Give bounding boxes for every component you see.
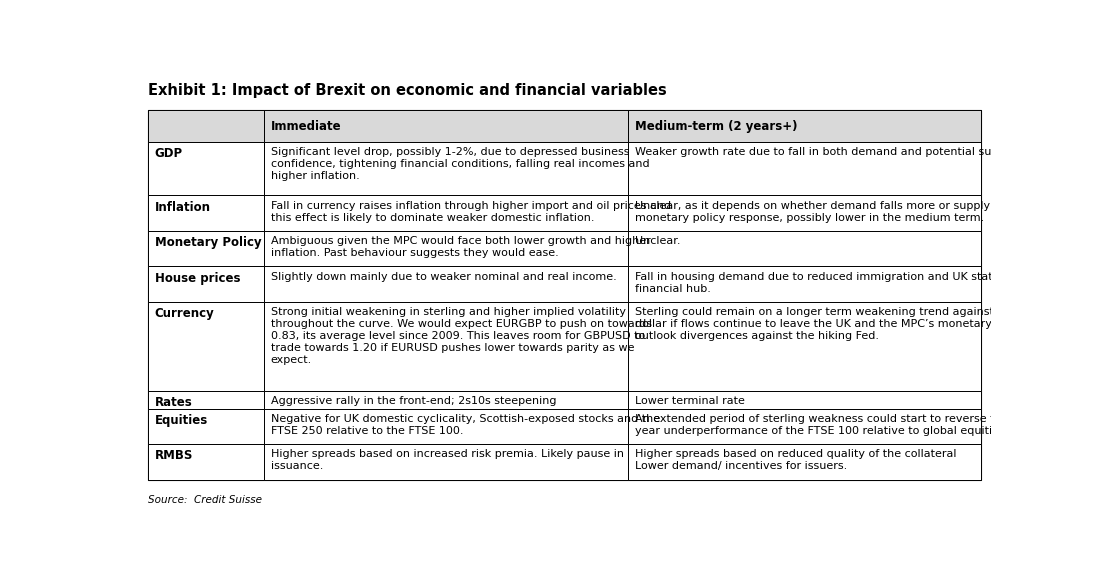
Text: Weaker growth rate due to fall in both demand and potential supply.: Weaker growth rate due to fall in both d… — [635, 147, 1017, 157]
Bar — [148, 110, 981, 480]
Text: Strong initial weakening in sterling and higher implied volatility
throughout th: Strong initial weakening in sterling and… — [271, 307, 652, 365]
Bar — [629, 302, 981, 391]
Text: Monetary Policy: Monetary Policy — [154, 236, 261, 249]
Bar — [148, 408, 264, 444]
Bar — [264, 391, 629, 408]
Bar — [629, 110, 981, 142]
Bar — [148, 195, 264, 231]
Text: House prices: House prices — [154, 272, 240, 284]
Bar — [264, 408, 629, 444]
Text: Lower terminal rate: Lower terminal rate — [635, 396, 745, 406]
Text: Slightly down mainly due to weaker nominal and real income.: Slightly down mainly due to weaker nomin… — [271, 272, 617, 282]
Text: Higher spreads based on increased risk premia. Likely pause in
issuance.: Higher spreads based on increased risk p… — [271, 449, 624, 471]
Bar — [148, 391, 264, 408]
Text: Sterling could remain on a longer term weakening trend against the US
dollar if : Sterling could remain on a longer term w… — [635, 307, 1035, 341]
Text: RMBS: RMBS — [154, 449, 193, 463]
Text: Unclear.: Unclear. — [635, 236, 680, 246]
Bar — [264, 142, 629, 195]
Bar — [148, 266, 264, 302]
Bar — [629, 444, 981, 480]
Text: Exhibit 1: Impact of Brexit on economic and financial variables: Exhibit 1: Impact of Brexit on economic … — [148, 83, 666, 98]
Text: An extended period of sterling weakness could start to reverse the multi-
year u: An extended period of sterling weakness … — [635, 414, 1045, 436]
Bar — [264, 444, 629, 480]
Text: Higher spreads based on reduced quality of the collateral
Lower demand/ incentiv: Higher spreads based on reduced quality … — [635, 449, 957, 471]
Text: Source:  Credit Suisse: Source: Credit Suisse — [148, 495, 262, 505]
Bar — [148, 444, 264, 480]
Text: Immediate: Immediate — [271, 119, 341, 132]
Bar — [264, 231, 629, 266]
Bar — [629, 231, 981, 266]
Text: Unclear, as it depends on whether demand falls more or supply and the
monetary p: Unclear, as it depends on whether demand… — [635, 200, 1037, 223]
Bar — [629, 391, 981, 408]
Text: Equities: Equities — [154, 414, 208, 427]
Text: Ambiguous given the MPC would face both lower growth and higher
inflation. Past : Ambiguous given the MPC would face both … — [271, 236, 651, 258]
Text: Negative for UK domestic cyclicality, Scottish-exposed stocks and the
FTSE 250 r: Negative for UK domestic cyclicality, Sc… — [271, 414, 659, 436]
Text: Currency: Currency — [154, 307, 215, 320]
Bar — [148, 142, 264, 195]
Text: GDP: GDP — [154, 147, 183, 160]
Bar — [148, 110, 264, 142]
Text: Medium-term (2 years+): Medium-term (2 years+) — [635, 119, 797, 132]
Bar — [264, 195, 629, 231]
Text: Aggressive rally in the front-end; 2s10s steepening: Aggressive rally in the front-end; 2s10s… — [271, 396, 556, 406]
Bar — [148, 302, 264, 391]
Bar — [629, 408, 981, 444]
Bar — [264, 266, 629, 302]
Text: Inflation: Inflation — [154, 200, 210, 214]
Text: Fall in currency raises inflation through higher import and oil prices and
this : Fall in currency raises inflation throug… — [271, 200, 671, 223]
Bar — [264, 302, 629, 391]
Text: Rates: Rates — [154, 396, 193, 409]
Bar — [148, 231, 264, 266]
Bar — [629, 195, 981, 231]
Bar — [629, 266, 981, 302]
Bar — [264, 110, 629, 142]
Text: Fall in housing demand due to reduced immigration and UK status as a
financial h: Fall in housing demand due to reduced im… — [635, 272, 1032, 293]
Bar — [629, 142, 981, 195]
Text: Significant level drop, possibly 1-2%, due to depressed business
confidence, tig: Significant level drop, possibly 1-2%, d… — [271, 147, 650, 181]
